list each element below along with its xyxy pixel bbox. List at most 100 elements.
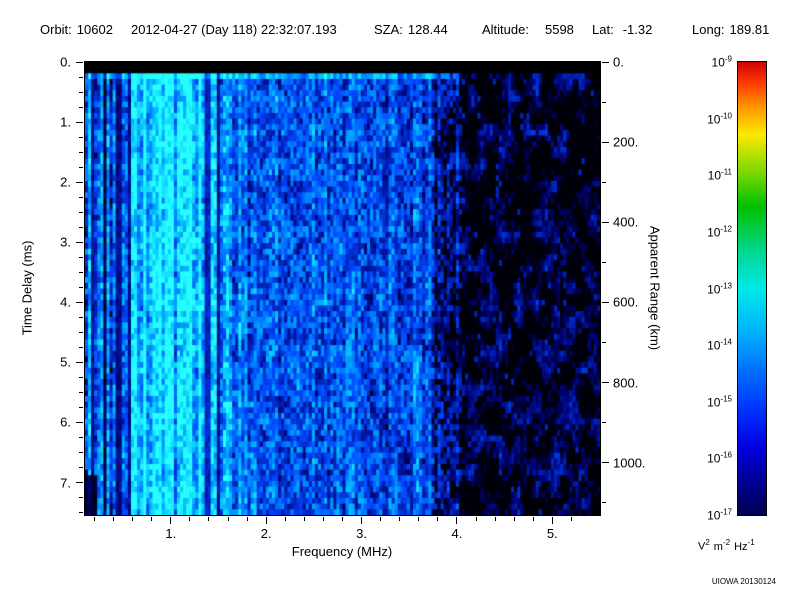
range-major-tick <box>602 61 609 63</box>
x-tick-label: 5. <box>546 526 558 541</box>
y-minor-tick <box>79 136 83 138</box>
units-hz: Hz <box>734 540 748 553</box>
x-major-tick <box>456 517 458 524</box>
x-minor-tick <box>475 517 477 521</box>
colorbar-tick-label: 10-11 <box>707 167 732 183</box>
y-major-tick <box>76 121 83 123</box>
x-tick-label: 4. <box>451 526 463 541</box>
x-minor-tick <box>113 517 115 521</box>
y-minor-tick <box>79 91 83 93</box>
y-minor-tick <box>79 151 83 153</box>
colorbar-tick-label: 10-14 <box>707 337 732 353</box>
x-minor-tick <box>342 517 343 521</box>
x-minor-tick <box>322 517 324 521</box>
spectrogram-canvas <box>85 62 600 515</box>
colorbar-tick-label: 10-12 <box>707 224 732 240</box>
y-tick-label: 5. <box>60 354 71 370</box>
lat-value: -1.32 <box>622 22 653 37</box>
y-major-tick <box>76 61 83 63</box>
range-minor-tick <box>602 101 606 103</box>
x-minor-tick <box>494 517 496 521</box>
range-minor-tick <box>602 261 606 263</box>
x-tick-label: 3. <box>356 526 367 541</box>
y-minor-tick <box>79 497 83 499</box>
x-minor-tick <box>418 517 420 521</box>
units-v-exp: 2 <box>705 538 710 547</box>
y-major-tick <box>76 241 83 243</box>
range-major-tick <box>602 141 609 143</box>
y-minor-tick <box>79 436 83 438</box>
altitude-label: Altitude: <box>482 22 529 37</box>
y-minor-tick <box>79 271 83 273</box>
x-major-tick <box>170 517 172 524</box>
x-major-tick <box>361 517 363 524</box>
x-minor-tick <box>437 517 439 521</box>
y-tick-label: 1. <box>60 114 71 130</box>
range-minor-tick <box>602 422 606 424</box>
x-minor-tick <box>246 517 248 521</box>
range-minor-tick <box>602 181 606 183</box>
y-minor-tick <box>79 256 83 258</box>
x-minor-tick <box>532 517 534 521</box>
header-orbit: Orbit: 10602 <box>40 22 113 37</box>
y-minor-tick <box>79 452 83 454</box>
lat-label: Lat: <box>592 22 614 37</box>
range-minor-tick <box>602 502 606 504</box>
x-major-tick <box>551 517 553 524</box>
y-minor-tick <box>79 391 83 393</box>
sza-label: SZA: <box>374 22 403 37</box>
range-major-tick <box>602 382 609 384</box>
x-minor-tick <box>513 517 515 521</box>
range-minor-tick <box>602 342 606 344</box>
units-v: V <box>698 540 706 553</box>
x-minor-tick <box>380 517 382 521</box>
y-major-tick <box>76 421 83 423</box>
y-minor-tick <box>79 346 83 348</box>
y-major-tick <box>76 482 83 484</box>
colorbar-tick-label: 10-17 <box>707 507 732 523</box>
y-axis-label-left: Time Delay (ms) <box>19 240 35 336</box>
orbit-value: 10602 <box>76 22 113 37</box>
long-label: Long: <box>692 22 725 37</box>
y-minor-tick <box>79 406 83 408</box>
y-minor-tick <box>79 331 83 333</box>
x-minor-tick <box>227 517 229 521</box>
header-lat: Lat: -1.32 <box>592 22 652 37</box>
x-minor-tick <box>284 517 286 521</box>
x-minor-tick <box>189 517 191 521</box>
range-tick-label: 200. <box>613 134 639 150</box>
header-altitude: Altitude: 5598 <box>482 22 574 37</box>
y-minor-tick <box>79 166 83 168</box>
units-m-exp: -2 <box>722 538 731 547</box>
altitude-value: 5598 <box>544 22 574 37</box>
colorbar-tick-label: 10-16 <box>707 450 732 466</box>
range-tick-label: 600. <box>613 294 639 310</box>
units-hz-exp: -1 <box>747 538 755 547</box>
range-major-tick <box>602 221 609 223</box>
y-minor-tick <box>79 376 83 378</box>
sza-value: 128.44 <box>407 22 448 37</box>
header-long: Long: 189.81 <box>692 22 769 37</box>
x-minor-tick <box>303 517 305 521</box>
x-minor-tick <box>94 517 96 521</box>
y-minor-tick <box>79 226 83 228</box>
spectrogram-plot <box>84 61 601 516</box>
range-major-tick <box>602 462 609 464</box>
colorbar-tick-label: 10-9 <box>711 54 732 70</box>
y-tick-label: 4. <box>60 294 71 310</box>
range-tick-label: 1000. <box>613 455 646 471</box>
x-axis-label: Frequency (MHz) <box>291 544 393 559</box>
y-minor-tick <box>79 196 83 198</box>
colorbar-tick-label: 10-13 <box>707 281 732 296</box>
y-minor-tick <box>79 76 83 78</box>
colorbar-units-label: V2 m-2 Hz-1 <box>698 538 755 553</box>
credit-text: UIOWA 20130124 <box>711 577 776 586</box>
x-minor-tick <box>208 517 210 521</box>
y-major-tick <box>76 361 83 363</box>
x-tick-label: 2. <box>260 526 272 541</box>
y-tick-label: 3. <box>60 234 71 250</box>
y-axis-label-right: Apparent Range (km) <box>647 225 663 351</box>
y-tick-label: 0. <box>60 54 71 70</box>
y-minor-tick <box>79 106 83 108</box>
